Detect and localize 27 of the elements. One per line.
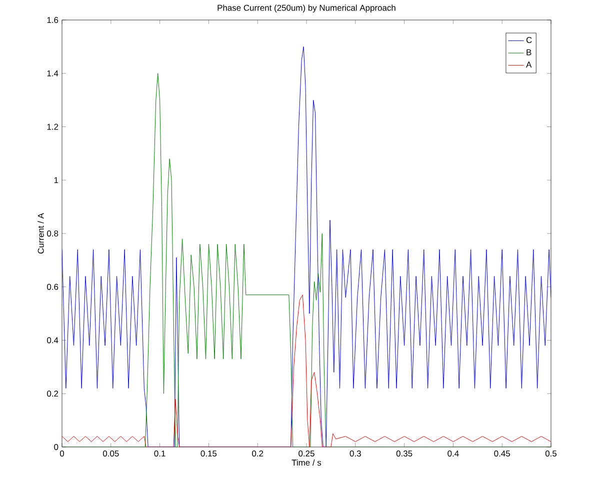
legend-label: C (526, 36, 532, 43)
chart-title: Phase Current (250um) by Numerical Approach (218, 4, 396, 12)
y-tick-label: 0.6 (47, 284, 58, 290)
x-tick-label: 0 (60, 450, 64, 457)
y-tick-label: 0.8 (47, 230, 58, 236)
y-tick-label: 1.2 (47, 124, 58, 130)
x-axis-title: Time / s (292, 459, 322, 466)
legend-label: B (526, 49, 532, 56)
x-tick-label: 0.4 (448, 450, 459, 457)
x-tick-label: 0.5 (545, 450, 557, 457)
x-tick-label: 0.25 (298, 450, 314, 457)
y-tick-label: 1.4 (47, 70, 58, 76)
y-tick-label: 0.4 (47, 337, 58, 344)
y-tick-label: 1.6 (47, 17, 58, 23)
y-tick-label: 0.2 (47, 390, 58, 397)
x-tick-label: 0.3 (350, 450, 361, 457)
x-tick-label: 0.05 (102, 450, 119, 457)
y-axis-title: Current / A (38, 213, 44, 254)
x-tick-label: 0.35 (396, 450, 412, 457)
y-tick-label: 1 (54, 177, 58, 184)
x-tick-label: 0.2 (252, 450, 264, 457)
x-tick-label: 0.1 (154, 450, 166, 457)
x-tick-label: 0.15 (200, 450, 217, 457)
line-series (62, 294, 551, 447)
legend-label: A (526, 62, 532, 68)
x-tick-label: 0.45 (494, 450, 510, 457)
y-tick-label: 0 (54, 444, 58, 450)
